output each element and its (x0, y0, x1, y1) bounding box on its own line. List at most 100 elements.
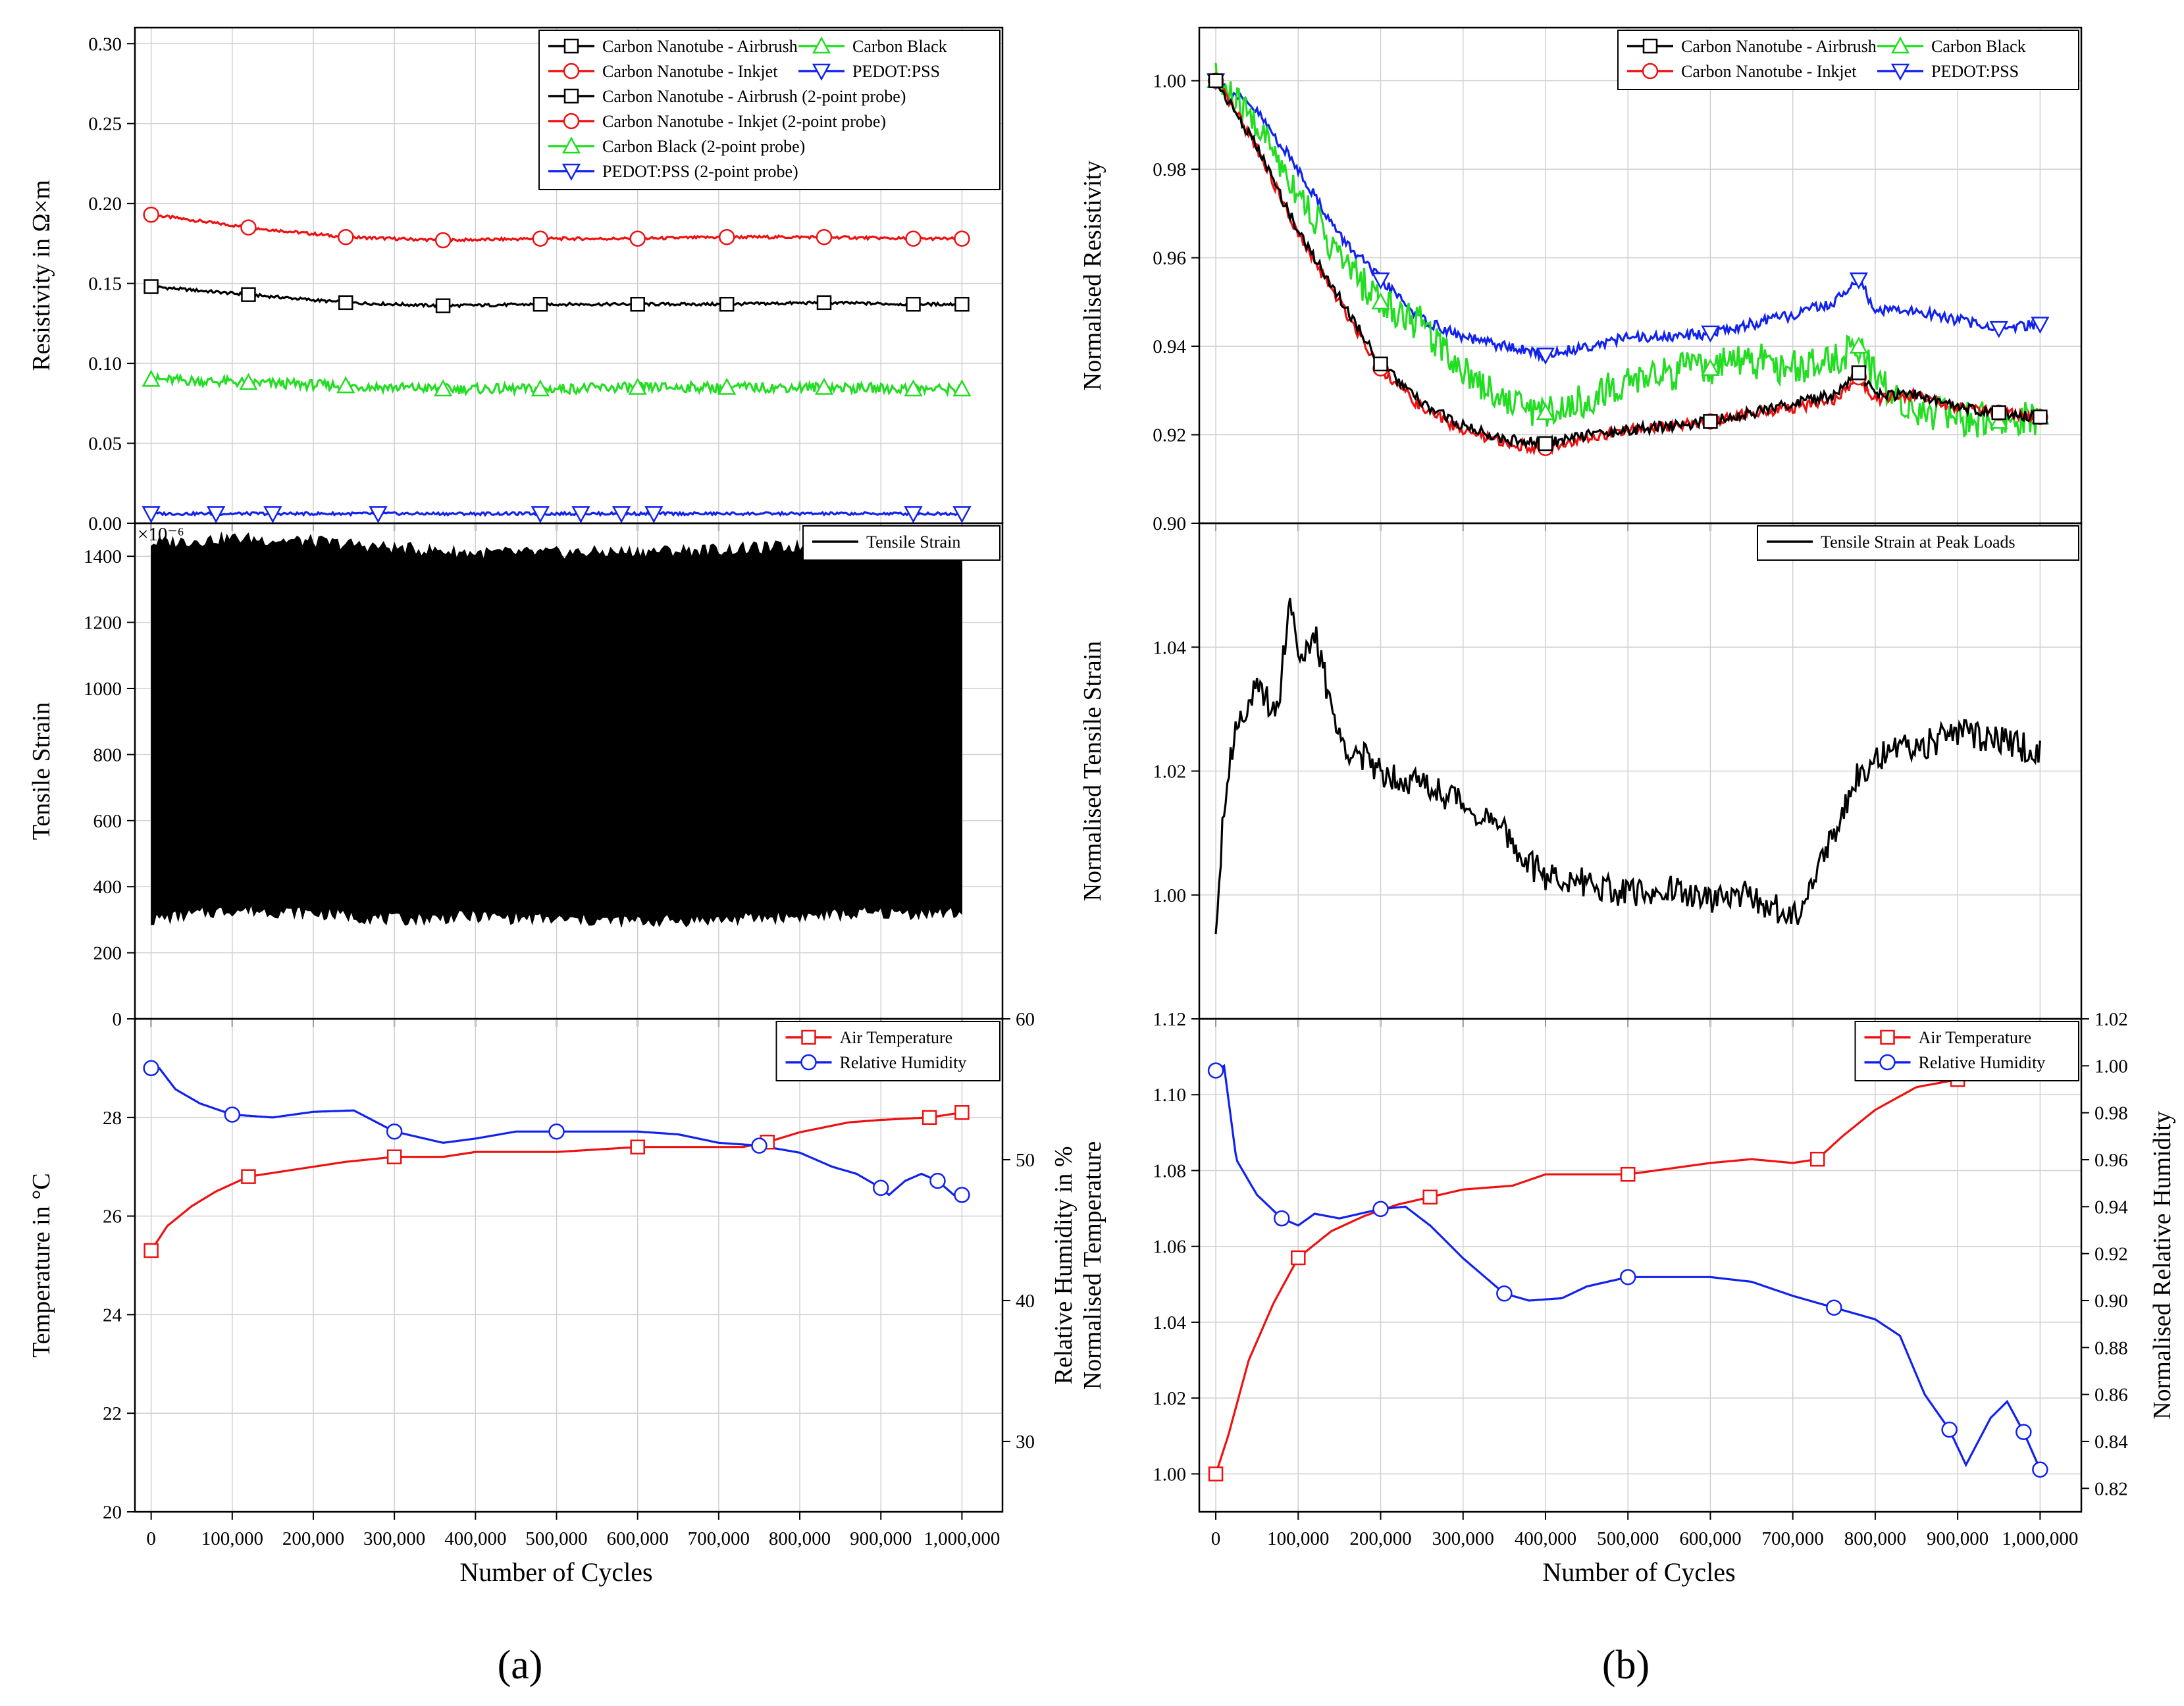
x-tick-label: 100,000 (1267, 1528, 1329, 1549)
legend-label: Carbon Nanotube - Airbrush (2-point prob… (602, 87, 906, 106)
y-axis-label: Normalised Resistivity (1079, 161, 1106, 390)
data-point-marker (1989, 411, 2008, 429)
data-point-marker (816, 295, 832, 311)
y-tick-label: 0.15 (88, 274, 122, 295)
y-tick-label: 1000 (84, 679, 122, 700)
legend-box (1854, 1021, 2079, 1081)
data-point-marker (1208, 1466, 1224, 1482)
y-tick-label: 1.10 (1153, 1085, 1186, 1106)
x-tick-label: 800,000 (1844, 1528, 1906, 1549)
legend-label: Carbon Nanotube - Inkjet (602, 62, 778, 81)
data-point-marker (954, 1187, 970, 1203)
data-point-marker (531, 379, 550, 397)
data-point-marker (2031, 317, 2050, 334)
y-tick-label: 1.00 (1153, 71, 1186, 92)
y-tick-label: 1.04 (1153, 1312, 1186, 1333)
x-tick-label: 1,000,000 (923, 1528, 1000, 1549)
y-right-tick-label: 60 (1016, 1009, 1035, 1030)
panel-a_resistivity: 0.00 0.05 0.10 0.15 0.20 0.25 0.30 Resistivity … (28, 26, 1004, 534)
y-right-tick-label: 0.82 (2094, 1478, 2128, 1499)
x-tick-label: 800,000 (769, 1528, 831, 1549)
x-tick-label: 200,000 (1349, 1528, 1411, 1549)
data-point-marker (872, 1179, 889, 1197)
data-point-marker (1208, 73, 1224, 88)
y-axis-label: Temperature in °C (28, 1173, 55, 1358)
y-right-tick-label: 0.92 (2094, 1244, 2128, 1265)
data-point-marker (611, 506, 631, 524)
data-point-marker (263, 506, 282, 524)
legend-label: Carbon Black (2-point probe) (602, 137, 805, 156)
data-point-marker (241, 1169, 256, 1184)
data-point-marker (1496, 1285, 1513, 1302)
data-point-marker (1372, 1201, 1389, 1218)
y-tick-label: 0.20 (88, 194, 122, 215)
panel-b_norm_environment: 1.00 1.02 1.04 1.06 1.08 1.10 1.12 0.82 0.84 0.86… (1079, 1009, 2176, 1549)
legend-label: PEDOT:PSS (2-point probe) (602, 162, 798, 181)
y-tick-label: 1200 (84, 613, 122, 634)
data-point-marker (548, 1123, 565, 1140)
xlabel-a: Number of Cycles (459, 1557, 652, 1587)
panel-b_norm_strain: 1.00 1.02 1.04 Normalised Tensile Strain Ten… (1079, 522, 2083, 1027)
legend-marker (561, 136, 581, 154)
y-tick-label: 22 (103, 1403, 122, 1424)
x-tick-label: 300,000 (1432, 1528, 1494, 1549)
data-point-marker (906, 296, 921, 312)
data-point-marker (207, 506, 226, 524)
y-axis-label: Resistivity in Ω×m (28, 180, 55, 371)
data-point-marker (142, 369, 161, 387)
data-point-marker (630, 1139, 645, 1154)
x-tick-label: 400,000 (444, 1528, 506, 1549)
data-point-marker (240, 219, 257, 236)
data-point-marker (531, 506, 550, 524)
series-line-carbon-black (1214, 63, 2041, 438)
caption-b: (b) (1602, 1643, 1650, 1688)
plot-area (151, 532, 962, 927)
y-tick-label: 1400 (84, 546, 122, 567)
legend-label: Carbon Black (852, 37, 947, 56)
data-point-marker (434, 232, 452, 249)
data-point-marker (954, 230, 970, 247)
data-point-marker (1620, 1166, 1636, 1182)
legend-marker (1890, 63, 1910, 81)
data-point-marker (718, 228, 735, 246)
legend-marker (1880, 1029, 1895, 1045)
x-tick-label: 500,000 (525, 1528, 587, 1549)
data-point-marker (904, 379, 923, 397)
y-right-tick-label: 1.02 (2094, 1009, 2128, 1030)
data-point-marker (1538, 436, 1553, 452)
data-point-marker (239, 373, 258, 390)
x-tick-label: 400,000 (1515, 1528, 1576, 1549)
data-point-marker (1291, 1250, 1306, 1266)
data-point-marker (533, 296, 548, 312)
data-point-marker (644, 506, 663, 524)
data-point-marker (1207, 1062, 1224, 1079)
y-right-tick-label: 1.00 (2094, 1056, 2128, 1077)
y-tick-label: 1.02 (1153, 1388, 1186, 1409)
legend-label: Carbon Black (1931, 37, 2026, 56)
data-point-marker (629, 230, 646, 247)
data-point-marker (369, 506, 388, 524)
legend-box (538, 30, 1001, 190)
legend-marker (812, 36, 831, 54)
data-point-marker (336, 376, 355, 394)
legend-marker (801, 1029, 816, 1045)
data-point-marker (922, 1110, 937, 1125)
y-tick-label: 1.04 (1153, 637, 1186, 658)
data-point-marker (1826, 1299, 1842, 1316)
legend-label: PEDOT:PSS (1931, 62, 2019, 81)
data-point-marker (628, 377, 647, 395)
plot-frame (1198, 1018, 2083, 1513)
x-tick-label: 700,000 (1762, 1528, 1824, 1549)
legend-box (1757, 525, 2079, 561)
legend-label: Carbon Nanotube - Inkjet (1681, 62, 1857, 81)
data-point-marker (1849, 336, 1868, 354)
data-point-marker (630, 296, 645, 312)
y-tick-label: 400 (93, 877, 122, 898)
y-tick-label: 1.02 (1153, 762, 1186, 783)
y-tick-label: 0.00 (88, 513, 122, 534)
y-right-tick-label: 0.86 (2094, 1385, 2128, 1406)
data-point-marker (1536, 403, 1555, 421)
plot-frame (134, 1018, 1004, 1513)
data-point-marker (1371, 272, 1390, 290)
